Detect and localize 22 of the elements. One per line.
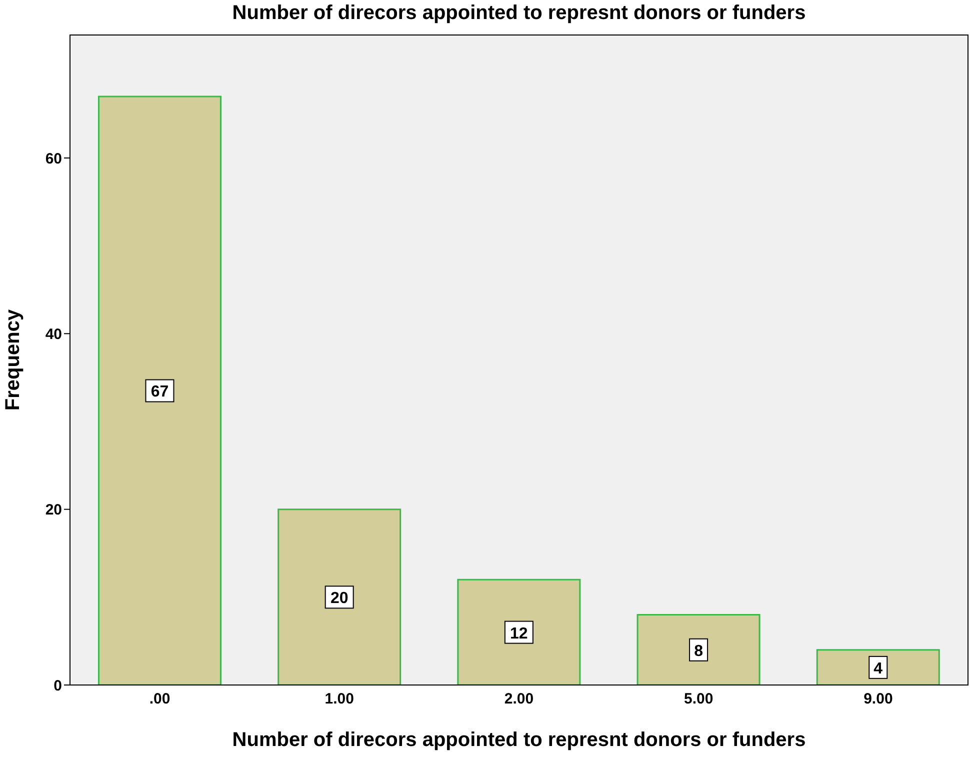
x-tick-label: 9.00 bbox=[864, 690, 893, 708]
bar bbox=[457, 578, 581, 685]
x-axis-title: Number of direcors appointed to represnt donors or funders bbox=[232, 729, 806, 751]
data-label: 8 bbox=[694, 642, 704, 660]
data-label: 20 bbox=[330, 590, 348, 608]
y-tick-label: 40 bbox=[45, 326, 62, 343]
x-tick-label: 5.00 bbox=[684, 690, 714, 708]
y-tick-label: 0 bbox=[54, 677, 62, 694]
y-tick-label: 20 bbox=[45, 502, 62, 519]
x-tick-label: 2.00 bbox=[504, 690, 534, 708]
data-label: 12 bbox=[510, 625, 528, 642]
data-label: 4 bbox=[874, 660, 883, 678]
bar bbox=[636, 614, 760, 685]
bar bbox=[278, 508, 402, 685]
x-tick-label: .00 bbox=[149, 690, 170, 708]
chart-title: Number of direcors appointed to represnt donors or funders bbox=[231, 2, 807, 25]
data-label: 67 bbox=[150, 384, 169, 401]
bar bbox=[98, 96, 222, 685]
y-axis-title: Frequency bbox=[2, 308, 24, 411]
bar bbox=[816, 649, 940, 685]
y-tick-label: 60 bbox=[45, 150, 62, 168]
x-tick-label: 1.00 bbox=[324, 690, 354, 708]
